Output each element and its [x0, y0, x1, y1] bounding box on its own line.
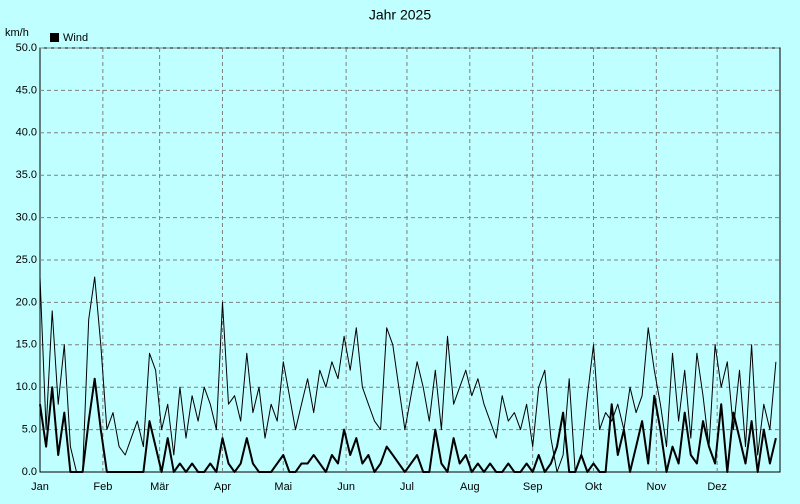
y-axis-label: km/h: [5, 27, 29, 39]
x-tick-label: Mai: [274, 481, 292, 493]
x-tick-label: Jan: [31, 481, 49, 493]
y-tick-label: 15.0: [16, 339, 37, 351]
x-tick-label: Feb: [93, 481, 112, 493]
y-tick-label: 50.0: [16, 42, 37, 54]
series-line: [39, 276, 777, 473]
x-tick-label: Sep: [523, 481, 543, 493]
x-tick-label: Jul: [400, 481, 414, 493]
x-tick-label: Mär: [150, 481, 169, 493]
y-tick-label: 20.0: [16, 296, 37, 308]
x-tick-label: Nov: [647, 481, 667, 493]
y-tick-label: 40.0: [16, 127, 37, 139]
x-tick-label: Aug: [460, 481, 480, 493]
series-line: [39, 377, 777, 473]
x-tick-label: Apr: [214, 481, 231, 493]
y-tick-label: 5.0: [22, 424, 37, 436]
y-tick-label: 10.0: [16, 381, 37, 393]
chart-title: Jahr 2025: [369, 7, 431, 23]
x-tick-label: Jun: [337, 481, 355, 493]
legend-label: Wind: [63, 32, 88, 44]
y-tick-label: 35.0: [16, 169, 37, 181]
y-tick-label: 45.0: [16, 84, 37, 96]
y-tick-label: 0.0: [22, 466, 37, 478]
x-tick-label: Okt: [585, 481, 602, 493]
x-tick-label: Dez: [707, 481, 727, 493]
y-tick-label: 30.0: [16, 212, 37, 224]
y-tick-label: 25.0: [16, 254, 37, 266]
legend-swatch: [50, 33, 59, 42]
